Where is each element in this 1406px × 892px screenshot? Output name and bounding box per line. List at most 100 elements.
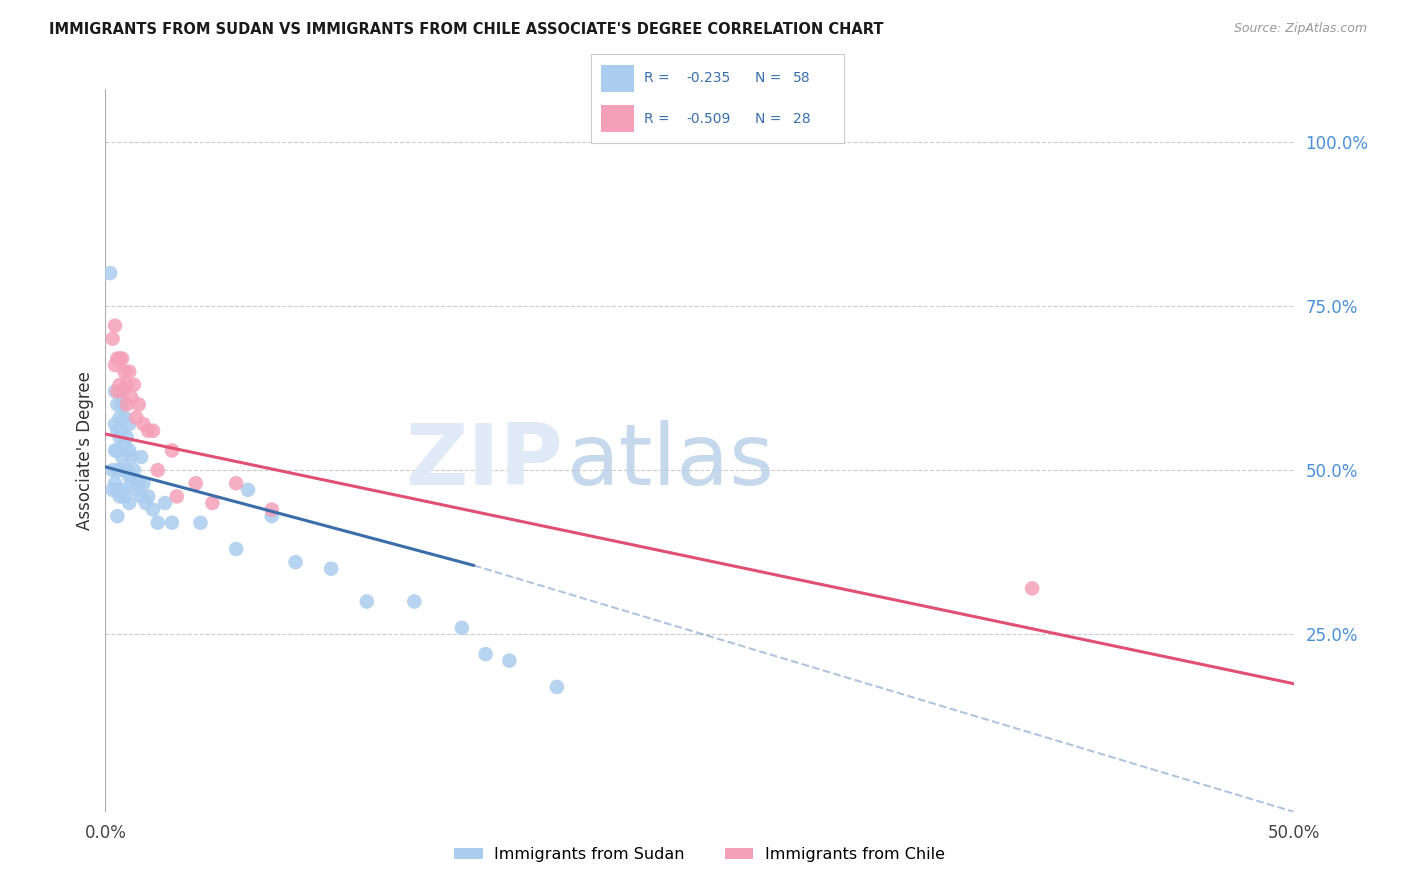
Point xyxy=(260,509,283,524)
Point xyxy=(114,437,136,451)
Point xyxy=(104,443,127,458)
Text: R =: R = xyxy=(644,71,669,86)
Point xyxy=(101,483,124,497)
Point xyxy=(450,621,472,635)
Point xyxy=(1021,582,1043,596)
Point xyxy=(101,463,124,477)
Point xyxy=(105,397,128,411)
Text: N =: N = xyxy=(755,71,782,86)
Point xyxy=(146,463,169,477)
Point xyxy=(160,516,183,530)
Point xyxy=(105,443,128,458)
Point xyxy=(108,384,131,399)
Point xyxy=(129,490,152,504)
Text: 58: 58 xyxy=(793,71,811,86)
Point xyxy=(184,476,207,491)
Point xyxy=(284,555,307,569)
Point xyxy=(122,463,145,477)
Point xyxy=(115,397,138,411)
Point xyxy=(114,410,136,425)
Point xyxy=(105,509,128,524)
Point xyxy=(115,377,138,392)
Point xyxy=(108,430,131,444)
Point xyxy=(111,351,134,366)
Point xyxy=(104,358,127,372)
Point xyxy=(108,377,131,392)
Text: 28: 28 xyxy=(793,112,811,126)
Point xyxy=(160,443,183,458)
Point xyxy=(136,424,159,438)
FancyBboxPatch shape xyxy=(600,105,634,132)
Text: N =: N = xyxy=(755,112,782,126)
Point xyxy=(146,516,169,530)
Point xyxy=(111,450,134,464)
Point xyxy=(125,483,148,497)
Point xyxy=(111,483,134,497)
Point xyxy=(122,377,145,392)
Point xyxy=(105,384,128,399)
Point xyxy=(356,594,378,608)
Y-axis label: Associate's Degree: Associate's Degree xyxy=(76,371,94,530)
Point xyxy=(104,476,127,491)
Point xyxy=(166,490,188,504)
FancyBboxPatch shape xyxy=(600,65,634,92)
Text: R =: R = xyxy=(644,112,669,126)
Point xyxy=(135,496,157,510)
Point xyxy=(121,476,143,491)
Point xyxy=(115,463,138,477)
Legend: Immigrants from Sudan, Immigrants from Chile: Immigrants from Sudan, Immigrants from C… xyxy=(449,841,950,869)
Point xyxy=(546,680,568,694)
Point xyxy=(105,351,128,366)
Text: -0.235: -0.235 xyxy=(686,71,731,86)
Point xyxy=(108,463,131,477)
Point xyxy=(121,391,143,405)
Point xyxy=(190,516,212,530)
Point xyxy=(118,365,141,379)
Point xyxy=(118,496,141,510)
Point xyxy=(108,410,131,425)
Point xyxy=(404,594,426,608)
Point xyxy=(498,654,520,668)
Point xyxy=(111,384,134,399)
Point xyxy=(142,424,165,438)
Point xyxy=(114,463,136,477)
Point xyxy=(153,496,176,510)
Point xyxy=(225,476,247,491)
Text: ZIP: ZIP xyxy=(405,420,562,503)
Point xyxy=(142,502,165,516)
Point xyxy=(104,417,127,432)
Point xyxy=(111,424,134,438)
Point xyxy=(128,397,150,411)
Point xyxy=(105,424,128,438)
Point xyxy=(111,397,134,411)
Point xyxy=(108,490,131,504)
Point xyxy=(136,490,159,504)
Point xyxy=(105,463,128,477)
Point xyxy=(129,450,152,464)
Point xyxy=(132,417,155,432)
Text: atlas: atlas xyxy=(567,420,775,503)
Point xyxy=(98,266,121,280)
Text: IMMIGRANTS FROM SUDAN VS IMMIGRANTS FROM CHILE ASSOCIATE'S DEGREE CORRELATION CH: IMMIGRANTS FROM SUDAN VS IMMIGRANTS FROM… xyxy=(49,22,884,37)
Point xyxy=(201,496,224,510)
Point xyxy=(114,365,136,379)
Point xyxy=(104,384,127,399)
Point xyxy=(118,443,141,458)
Text: Source: ZipAtlas.com: Source: ZipAtlas.com xyxy=(1233,22,1367,36)
Point xyxy=(225,541,247,556)
Point xyxy=(115,430,138,444)
Point xyxy=(108,351,131,366)
Point xyxy=(474,647,496,661)
Point xyxy=(104,318,127,333)
Text: -0.509: -0.509 xyxy=(686,112,731,126)
Point xyxy=(321,562,343,576)
Point xyxy=(260,502,283,516)
Point xyxy=(118,469,141,483)
Point xyxy=(121,450,143,464)
Point xyxy=(125,410,148,425)
Point xyxy=(101,332,124,346)
Point xyxy=(128,476,150,491)
Point xyxy=(132,476,155,491)
Point xyxy=(114,490,136,504)
Point xyxy=(236,483,259,497)
